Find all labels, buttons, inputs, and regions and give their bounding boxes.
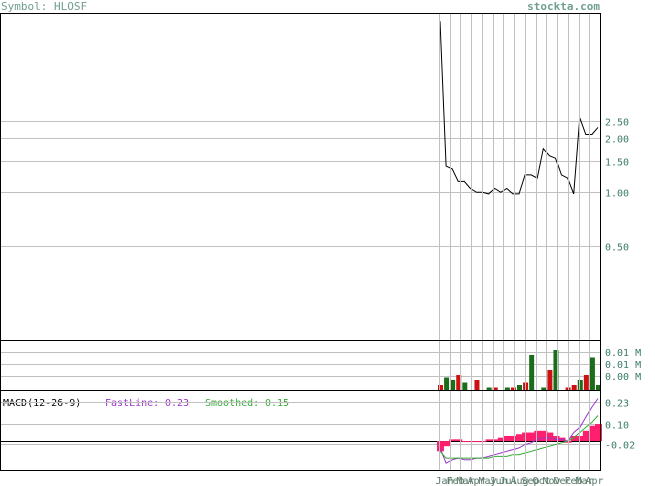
price-line — [439, 21, 599, 195]
x-tick-label: Apr — [586, 476, 604, 486]
x-tick-label: Feb — [565, 476, 583, 486]
macd-tick-label: 0.23 — [605, 399, 629, 410]
x-axis: JanFebMarAprMayJunJulAugSepOctNovDecFebM… — [436, 13, 604, 486]
macd-tick-label: -0.02 — [605, 441, 635, 452]
x-tick-label: Oct — [533, 476, 551, 486]
symbol-label: Symbol: HLOSF — [1, 0, 88, 13]
macd-histogram-bar — [455, 439, 463, 442]
x-tick-label: Jul — [500, 476, 518, 486]
price-tick-label: 2.50 — [605, 118, 629, 129]
macd-histogram-bar — [461, 441, 469, 443]
volume-bar — [589, 357, 595, 390]
smoothed-value: 0.15 — [265, 398, 289, 409]
volume-bar — [456, 375, 462, 390]
fastline-value: 0.23 — [165, 398, 189, 409]
macd-smoothed-line — [439, 415, 599, 459]
volume-panel: 0.01 M0.01 M0.00 M — [0, 348, 641, 390]
x-tick-label: Apr — [468, 476, 486, 486]
volume-bar — [474, 380, 480, 390]
macd-fast-line — [439, 398, 599, 464]
volume-bar — [517, 385, 522, 390]
x-tick-label: Mar — [576, 476, 594, 486]
macd-histogram-bar — [528, 432, 536, 442]
macd-histogram-bar — [503, 435, 511, 442]
macd-histogram-bar — [546, 432, 554, 442]
site-brand: stockta.com — [527, 0, 600, 13]
volume-bar — [577, 380, 583, 390]
volume-bar — [596, 385, 601, 390]
macd-histogram-bar — [473, 441, 481, 443]
volume-bar — [438, 385, 443, 390]
macd-histogram-bar — [497, 437, 505, 442]
macd-histogram-bar — [449, 439, 457, 442]
volume-tick-label: 0.01 M — [605, 360, 641, 371]
price-tick-label: 0.50 — [605, 243, 629, 254]
macd-histogram-bar — [467, 441, 475, 443]
price-frame — [0, 13, 601, 341]
macd-histogram-bar — [437, 441, 444, 452]
macd-histogram-bar — [479, 441, 487, 443]
macd-histogram-bar — [516, 434, 523, 442]
x-tick-label: Feb — [447, 476, 465, 486]
macd-histogram-bar — [540, 430, 548, 442]
smoothed-label: Smoothed: — [205, 398, 259, 409]
macd-histogram-bar — [534, 430, 542, 442]
macd-tick-label: 0.10 — [605, 421, 629, 432]
price-tick-label: 2.00 — [605, 135, 629, 146]
volume-tick-label: 0.01 M — [605, 348, 641, 359]
volume-bar — [571, 385, 577, 390]
x-tick-label: Dec — [554, 476, 572, 486]
x-tick-label: Nov — [543, 476, 561, 486]
macd-label: MACD(12-26-9) — [3, 398, 81, 409]
macd-histogram-bar — [443, 441, 451, 447]
x-tick-label: Sep — [522, 476, 540, 486]
macd-histogram-bar — [582, 430, 590, 442]
volume-bar — [504, 387, 510, 390]
x-tick-label: Mar — [457, 476, 475, 486]
volume-bar — [450, 380, 456, 390]
volume-bar — [583, 375, 589, 390]
volume-bar — [444, 377, 450, 390]
volume-bar — [547, 370, 553, 390]
volume-bar — [486, 387, 492, 390]
macd-histogram-bar — [576, 435, 584, 442]
x-tick-label: Jun — [490, 476, 508, 486]
x-tick-label: Jan — [436, 476, 454, 486]
macd-histogram-bar — [570, 435, 578, 442]
price-tick-label: 1.50 — [605, 158, 629, 169]
volume-tick-label: 0.00 M — [605, 372, 641, 383]
macd-panel: MACD(12-26-9) FastLine: 0.23 Smoothed: 0… — [0, 398, 635, 464]
volume-bar — [553, 350, 559, 390]
volume-bar — [492, 387, 498, 390]
volume-bar — [541, 387, 547, 390]
x-tick-label: May — [479, 476, 497, 486]
macd-histogram-bar — [485, 439, 493, 442]
price-panel: 2.50 2.00 1.50 1.00 0.50 — [0, 21, 629, 254]
macd-histogram-bar — [552, 435, 560, 442]
macd-histogram-bar — [491, 439, 499, 442]
fastline-label: FastLine: — [105, 398, 159, 409]
macd-frame — [0, 390, 601, 471]
volume-bar — [529, 355, 535, 390]
macd-histogram-bar — [595, 424, 602, 442]
volume-bar — [510, 387, 516, 390]
price-tick-label: 1.00 — [605, 189, 629, 200]
macd-histogram-bar — [588, 425, 596, 442]
macd-histogram-bar — [509, 435, 517, 442]
volume-frame — [0, 340, 601, 391]
x-tick-label: Aug — [511, 476, 529, 486]
volume-bar — [462, 382, 468, 390]
